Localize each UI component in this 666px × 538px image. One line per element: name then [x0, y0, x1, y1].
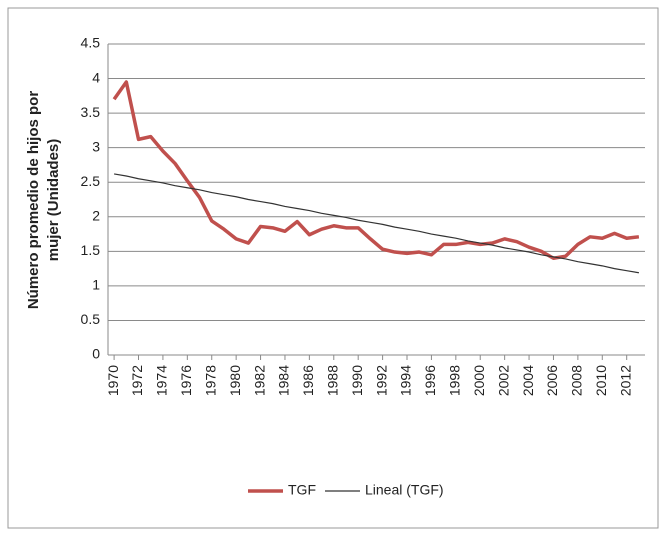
x-tick-label: 1978	[202, 365, 218, 396]
x-tick-label: 1992	[373, 365, 389, 396]
y-tick-label: 0.5	[81, 311, 101, 327]
x-tick-label: 1984	[276, 365, 292, 396]
chart-frame	[7, 7, 659, 529]
x-tick-label: 1998	[447, 365, 463, 396]
x-tick-label: 2012	[617, 365, 633, 396]
y-tick-label: 2	[92, 207, 100, 223]
x-tick-label: 2010	[593, 365, 609, 396]
x-tick-label: 1994	[398, 365, 414, 396]
y-tick-label: 4	[92, 69, 100, 85]
y-tick-label: 3.5	[81, 104, 101, 120]
y-tick-label: 3	[92, 138, 100, 154]
y-axis-title-line: mujer (Unidades)	[45, 139, 62, 262]
x-tick-label: 1990	[349, 365, 365, 396]
x-tick-label: 1996	[422, 365, 438, 396]
x-tick-label: 2008	[569, 365, 585, 396]
x-tick-label: 1976	[178, 365, 194, 396]
x-tick-label: 2006	[544, 365, 560, 396]
x-tick-label: 2002	[495, 365, 511, 396]
x-tick-label: 1980	[227, 365, 243, 396]
x-tick-label: 1982	[251, 365, 267, 396]
y-tick-label: 2.5	[81, 173, 101, 189]
x-tick-label: 1972	[129, 365, 145, 396]
legend-label: Lineal (TGF)	[365, 482, 444, 498]
x-tick-label: 1974	[154, 365, 170, 396]
y-tick-label: 4.5	[81, 35, 101, 51]
y-tick-label: 1	[92, 277, 100, 293]
y-axis-title: Número promedio de hijos por mujer (Unid…	[25, 91, 62, 310]
x-tick-label: 2000	[471, 365, 487, 396]
x-tick-label: 1988	[324, 365, 340, 396]
x-tick-label: 2004	[520, 365, 536, 396]
series-line	[114, 173, 639, 274]
x-tick-label: 1970	[105, 365, 121, 396]
y-tick-label: 0	[92, 346, 100, 362]
legend-label: TGF	[288, 482, 316, 498]
y-tick-label: 1.5	[81, 242, 101, 258]
y-axis-title-line: Número promedio de hijos por	[25, 91, 42, 310]
x-tick-label: 1986	[300, 365, 316, 396]
